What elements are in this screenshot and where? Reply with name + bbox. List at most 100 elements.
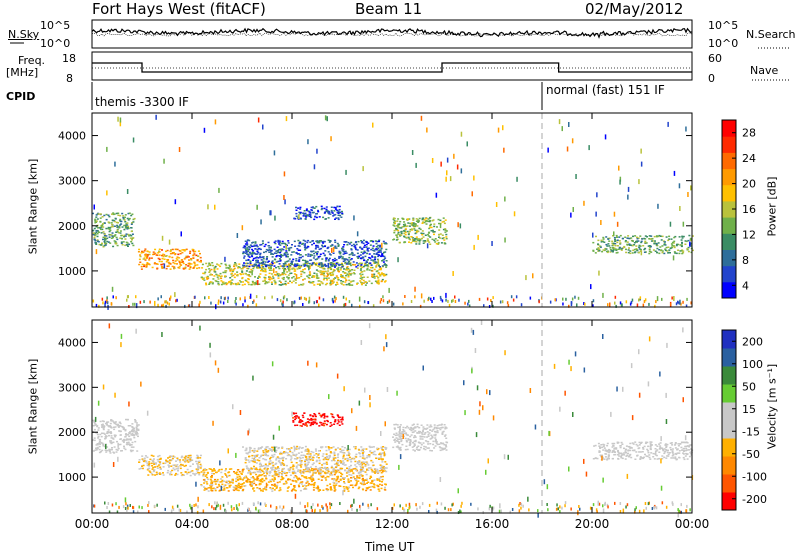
velocity-feature-cell — [158, 464, 161, 466]
velocity-feature-cell — [162, 462, 165, 465]
power-feature-cell — [346, 266, 349, 268]
velocity-feature-cell — [240, 486, 243, 488]
velocity-feature-cell — [130, 444, 133, 446]
velocity-feature-cell — [279, 453, 282, 455]
velocity-feature-cell — [180, 472, 183, 474]
power-feature-cell — [264, 282, 267, 285]
velocity-feature-cell — [417, 449, 420, 451]
velocity-feature-cell — [325, 458, 328, 461]
power-echo-speck — [126, 298, 128, 302]
power-echo-speck — [308, 299, 311, 303]
power-feature-cell — [251, 264, 254, 266]
power-feature-cell — [325, 258, 328, 260]
power-feature-cell — [230, 282, 233, 284]
velocity-feature-cell — [348, 474, 351, 476]
velocity-feature-cell — [260, 489, 263, 492]
power-echo-speck — [281, 302, 283, 306]
velocity-feature-cell — [242, 488, 245, 491]
velocity-feature-cell — [106, 449, 109, 452]
power-feature-cell — [327, 212, 330, 214]
velocity-feature-cell — [372, 451, 375, 454]
velocity-feature-cell — [239, 477, 242, 479]
power-echo-speck — [486, 297, 489, 301]
power-feature-cell — [214, 265, 217, 268]
velocity-feature-cell — [339, 479, 342, 481]
power-feature-cell — [116, 238, 119, 241]
velocity-feature-cell — [350, 477, 352, 479]
power-feature-cell — [252, 257, 255, 260]
velocity-feature-cell — [318, 459, 321, 462]
power-feature-cell — [183, 250, 186, 252]
velocity-feature-cell — [318, 472, 321, 474]
velocity-feature-cell — [405, 445, 408, 447]
velocity-feature-cell — [124, 448, 127, 451]
velocity-feature-cell — [266, 473, 269, 475]
velocity-feature-cell — [297, 469, 300, 471]
velocity-feature-cell — [225, 474, 228, 476]
power-feature-cell — [250, 268, 253, 271]
velocity-feature-cell — [290, 490, 293, 492]
velocity-feature-cell — [235, 471, 238, 473]
power-feature-cell — [360, 263, 363, 265]
velocity-feature-cell — [435, 442, 438, 444]
power-feature-cell — [260, 259, 263, 261]
power-feature-cell — [439, 233, 442, 235]
velocity-feature-cell — [417, 445, 420, 447]
velocity-feature-cell — [288, 448, 291, 451]
power-feature-cell — [247, 250, 250, 253]
power-feature-cell — [258, 267, 261, 269]
power-feature-cell — [624, 236, 627, 238]
power-feature-cell — [332, 252, 335, 254]
power-feature-cell — [310, 264, 313, 266]
velocity-feature-cell — [274, 451, 277, 453]
velocity-feature-cell — [171, 469, 174, 472]
velocity-feature-cell — [312, 478, 315, 480]
power-feature-cell — [367, 259, 369, 261]
power-feature-cell — [230, 275, 233, 277]
power-echo-speck — [305, 297, 307, 301]
velocity-feature-cell — [312, 421, 315, 423]
power-feature-cell — [333, 257, 336, 260]
velocity-feature-cell — [316, 470, 319, 472]
velocity-feature-cell — [231, 482, 234, 484]
power-feature-cell — [249, 244, 252, 246]
power-feature-cell — [674, 235, 677, 238]
power-feature-cell — [411, 222, 414, 224]
velocity-feature-cell — [200, 484, 203, 487]
velocity-feature-cell — [237, 473, 240, 476]
velocity-feature-cell — [296, 457, 299, 459]
power-feature-cell — [628, 247, 630, 249]
power-feature-cell — [259, 273, 262, 275]
power-feature-cell — [294, 265, 297, 267]
power-feature-cell — [113, 219, 116, 222]
power-echo-speck — [110, 302, 113, 306]
velocity-feature-cell — [422, 430, 424, 432]
velocity-feature-cell — [138, 461, 141, 463]
power-feature-cell — [260, 268, 263, 271]
velocity-feature-cell — [338, 424, 341, 426]
velocity-feature-cell — [147, 468, 150, 470]
velocity-feature-cell — [295, 447, 298, 449]
power-echo-speck — [157, 297, 159, 301]
velocity-feature-cell — [297, 479, 299, 481]
velocity-feature-cell — [382, 452, 385, 454]
power-feature-cell — [245, 265, 248, 267]
power-feature-cell — [256, 253, 259, 255]
velocity-feature-cell — [355, 468, 358, 471]
power-feature-cell — [658, 249, 661, 251]
power-feature-cell — [663, 243, 666, 245]
power-feature-cell — [245, 259, 248, 262]
velocity-feature-cell — [298, 417, 300, 419]
velocity-feature-cell — [93, 422, 96, 424]
velocity-feature-cell — [177, 466, 180, 468]
power-echo-speck — [689, 241, 691, 247]
power-feature-cell — [190, 258, 192, 260]
power-feature-cell — [124, 224, 127, 227]
power-feature-cell — [169, 250, 172, 253]
velocity-feature-cell — [243, 477, 246, 479]
power-feature-cell — [301, 255, 304, 258]
power-feature-cell — [192, 257, 195, 259]
velocity-feature-cell — [368, 454, 371, 456]
power-feature-cell — [350, 248, 353, 250]
power-echo-speck — [619, 176, 622, 182]
